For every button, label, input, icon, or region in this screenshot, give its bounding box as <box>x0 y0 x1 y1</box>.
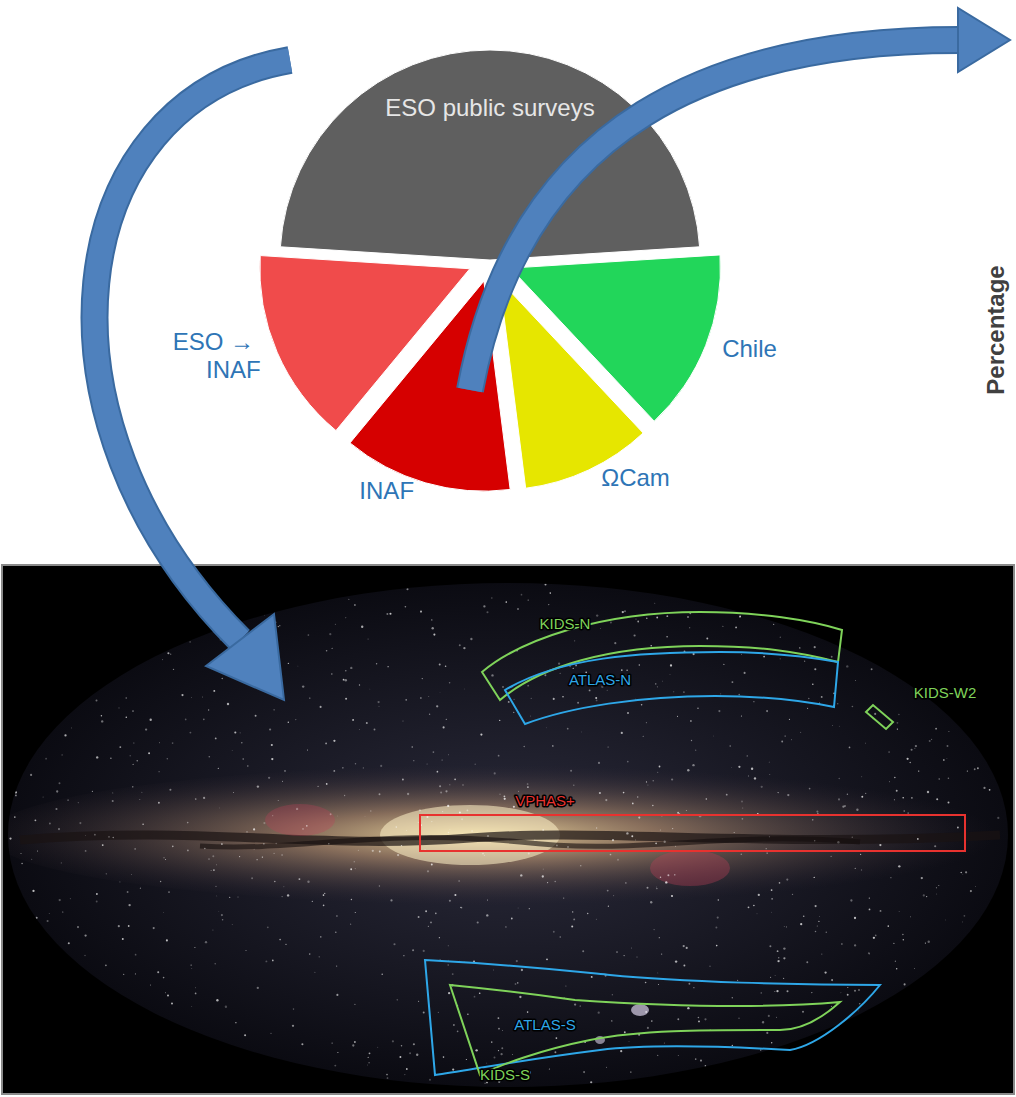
svg-text:KIDS-N: KIDS-N <box>540 615 591 632</box>
svg-text:KIDS-S: KIDS-S <box>480 1066 530 1083</box>
svg-text:KIDS-W2: KIDS-W2 <box>914 684 977 701</box>
svg-text:Chile: Chile <box>722 335 777 362</box>
svg-text:ESO →: ESO → <box>173 328 261 355</box>
svg-text:ATLAS-S: ATLAS-S <box>514 1016 575 1033</box>
svg-text:ESO public surveys: ESO public surveys <box>385 94 594 121</box>
svg-text:ΩCam: ΩCam <box>601 464 670 491</box>
svg-text:INAF: INAF <box>206 356 261 383</box>
svg-text:Percentage: Percentage <box>982 265 1009 394</box>
svg-text:VPHAS+: VPHAS+ <box>515 792 575 809</box>
svg-text:INAF: INAF <box>359 477 414 504</box>
svg-text:ATLAS-N: ATLAS-N <box>569 671 631 688</box>
